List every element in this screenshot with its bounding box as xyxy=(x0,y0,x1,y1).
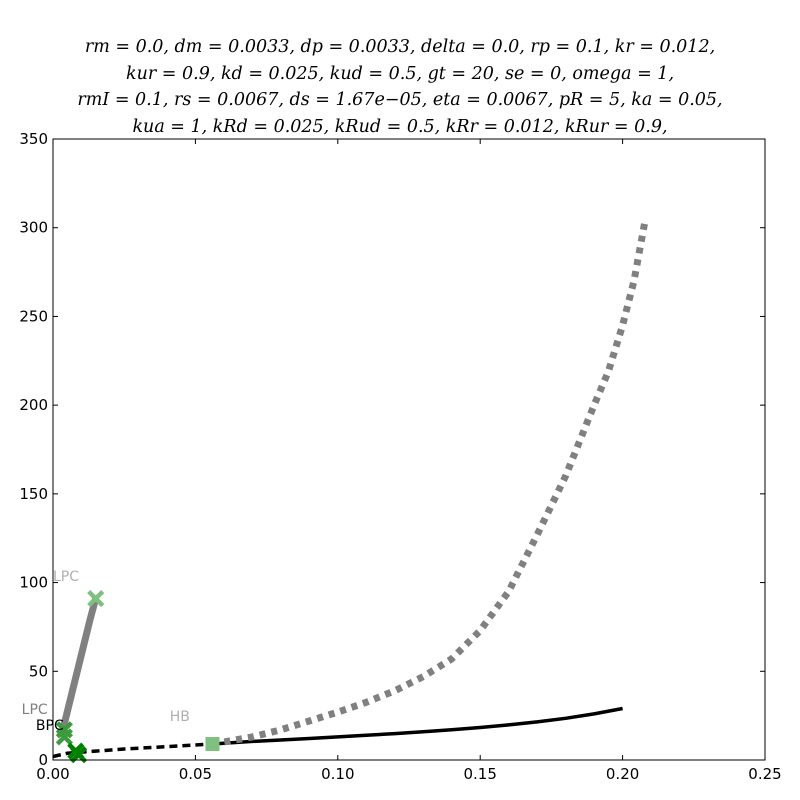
title-line-2: kur = 0.9, kd = 0.025, kud = 0.5, gt = 2… xyxy=(125,63,675,84)
series-layer xyxy=(52,218,649,759)
x-marker-4 xyxy=(55,728,73,746)
series-line-3 xyxy=(211,218,649,748)
x-marker-6 xyxy=(70,746,88,764)
series-line-2 xyxy=(52,742,213,759)
plot-title-block: rm = 0.0, dm = 0.0033, dp = 0.0033, delt… xyxy=(0,34,800,140)
title-line-1: rm = 0.0, dm = 0.0033, dp = 0.0033, delt… xyxy=(84,37,716,57)
hb-square-marker xyxy=(205,737,220,752)
annotation-layer: LPC LPC HB BPC xyxy=(22,569,190,734)
annotation-bpc-4: BPC xyxy=(36,718,64,734)
y-tick-label: 300 xyxy=(19,219,48,237)
marker-layer xyxy=(55,589,220,764)
x-tick-label: 0.00 xyxy=(36,765,69,783)
plot-frame xyxy=(52,138,766,761)
y-tick-label: 0 xyxy=(38,751,48,769)
x-tick-label: 0.15 xyxy=(463,765,496,783)
x-tick-label: 0.05 xyxy=(179,765,212,783)
title-line-4: kua = 1, kRd = 0.025, kRud = 0.5, kRr = … xyxy=(132,116,668,137)
y-tick-label: 100 xyxy=(19,574,48,592)
annotation-lpc-1: LPC xyxy=(53,569,79,585)
series-line-1 xyxy=(212,706,623,746)
y-tick-label: 200 xyxy=(19,396,48,414)
x-marker-2 xyxy=(87,589,105,608)
y-tick-label: 150 xyxy=(19,485,48,503)
x-tick-label: 0.25 xyxy=(748,765,781,783)
y-tick-label: 250 xyxy=(19,307,48,325)
title-line-3: rmI = 0.1, rs = 0.0067, ds = 1.67e−05, e… xyxy=(77,90,723,110)
y-tick-label: 350 xyxy=(19,130,48,148)
y-tick-label: 50 xyxy=(29,662,48,680)
annotation-lpc-2: LPC xyxy=(22,702,48,718)
x-tick-label: 0.10 xyxy=(321,765,354,783)
annotation-hb-3: HB xyxy=(170,709,190,725)
series-line-4 xyxy=(58,597,100,737)
tick-layer: 0.00 0.05 0.10 0.15 0.20 0.25 0 50 100 150 200 250 3… xyxy=(19,130,781,783)
x-tick-label: 0.20 xyxy=(606,765,639,783)
